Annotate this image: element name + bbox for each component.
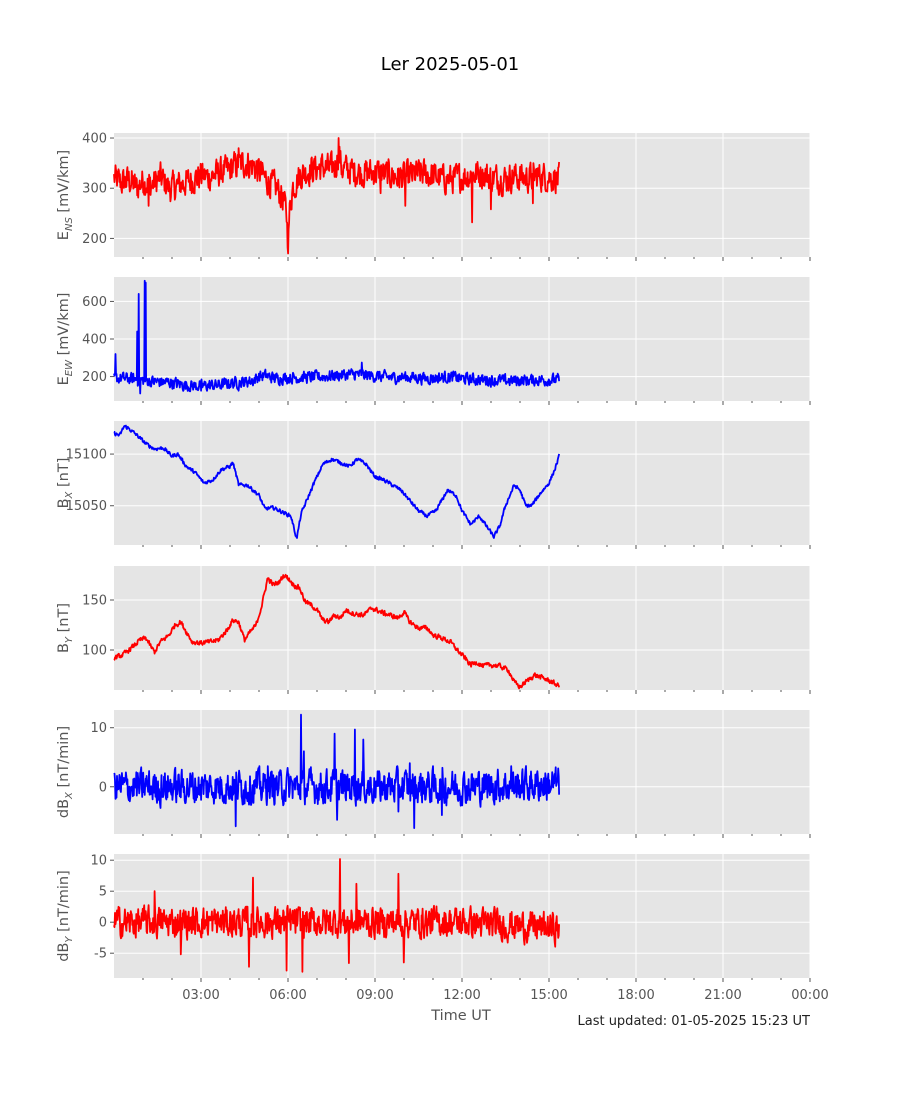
y-tick-label: 10 — [90, 854, 107, 869]
y-label-subscript: Y — [64, 936, 75, 943]
panel-2: 200 400 600 EEW [mV/km] — [56, 277, 811, 405]
y-tick-label: 0 — [99, 916, 107, 931]
y-axis-label: BY [nT] — [56, 603, 75, 653]
x-tick-label: 03:00 — [182, 988, 219, 1003]
y-label-main: dB — [56, 943, 72, 962]
y-tick-label: 200 — [82, 370, 107, 385]
x-tick-label: 12:00 — [443, 988, 480, 1003]
y-axis-label: EEW [mV/km] — [56, 293, 75, 386]
series-line — [113, 279, 560, 395]
y-label-main: dB — [56, 799, 72, 818]
y-axis-label: dBY [nT/min] — [56, 870, 75, 961]
y-label-main: B — [56, 643, 72, 653]
x-tick-label: 15:00 — [530, 988, 567, 1003]
y-label-subscript: X — [64, 791, 75, 800]
y-label-unit: [nT] — [56, 458, 72, 492]
y-tick-label: 600 — [82, 295, 107, 310]
series-line — [113, 713, 560, 829]
y-tick-label: 15050 — [66, 499, 107, 514]
series-line — [113, 858, 560, 973]
panel-5: 0 10 dBX [nT/min] — [56, 710, 811, 838]
y-label-unit: [mV/km] — [56, 293, 72, 360]
last-updated-label: Last updated: 01-05-2025 15:23 UT — [577, 1014, 810, 1029]
y-label-subscript: EW — [64, 359, 75, 376]
x-tick-label: 00:00 — [791, 988, 828, 1003]
series-line — [113, 424, 560, 539]
panel-1: 200 300 400 ENS [mV/km] — [56, 132, 811, 261]
y-tick-label: 400 — [82, 333, 107, 348]
y-label-unit: [mV/km] — [56, 150, 72, 217]
y-label-main: E — [56, 376, 72, 385]
y-label-subscript: X — [64, 490, 75, 499]
y-tick-label: 10 — [90, 721, 107, 736]
y-tick-label: 150 — [82, 594, 107, 609]
y-tick-label: 400 — [82, 132, 107, 147]
y-label-main: E — [56, 231, 72, 240]
y-axis-label: ENS [mV/km] — [56, 150, 75, 240]
chart-title: Ler 2025-05-01 — [381, 54, 520, 75]
x-axis-label: Time UT — [430, 1008, 491, 1024]
y-label-subscript: NS — [64, 217, 75, 231]
series-line — [113, 137, 560, 255]
x-axis: 03:00 06:00 09:00 12:00 15:00 18:00 21:00 00:00 — [182, 988, 828, 1003]
y-label-unit: [nT/min] — [56, 726, 72, 792]
panel-4: 100 150 BY [nT] — [56, 566, 811, 694]
y-tick-label: -5 — [94, 947, 107, 962]
y-label-main: B — [56, 498, 72, 508]
y-label-subscript: Y — [64, 636, 75, 643]
series-line — [113, 573, 560, 690]
y-tick-label: 100 — [82, 644, 107, 659]
y-tick-label: 200 — [82, 232, 107, 247]
y-axis-label: BX [nT] — [56, 458, 75, 509]
x-tick-label: 06:00 — [269, 988, 306, 1003]
x-tick-label: 09:00 — [356, 988, 393, 1003]
y-tick-label: 300 — [82, 182, 107, 197]
x-tick-label: 18:00 — [617, 988, 654, 1003]
x-tick-label: 21:00 — [704, 988, 741, 1003]
y-tick-label: 5 — [99, 885, 107, 900]
y-label-unit: [nT] — [56, 603, 72, 637]
y-tick-label: 0 — [99, 780, 107, 795]
y-label-unit: [nT/min] — [56, 870, 72, 936]
panel-6: -5 0 5 10 dBY [nT/min] — [56, 854, 811, 982]
y-tick-label: 15100 — [66, 448, 107, 463]
y-axis-label: dBX [nT/min] — [56, 726, 75, 818]
